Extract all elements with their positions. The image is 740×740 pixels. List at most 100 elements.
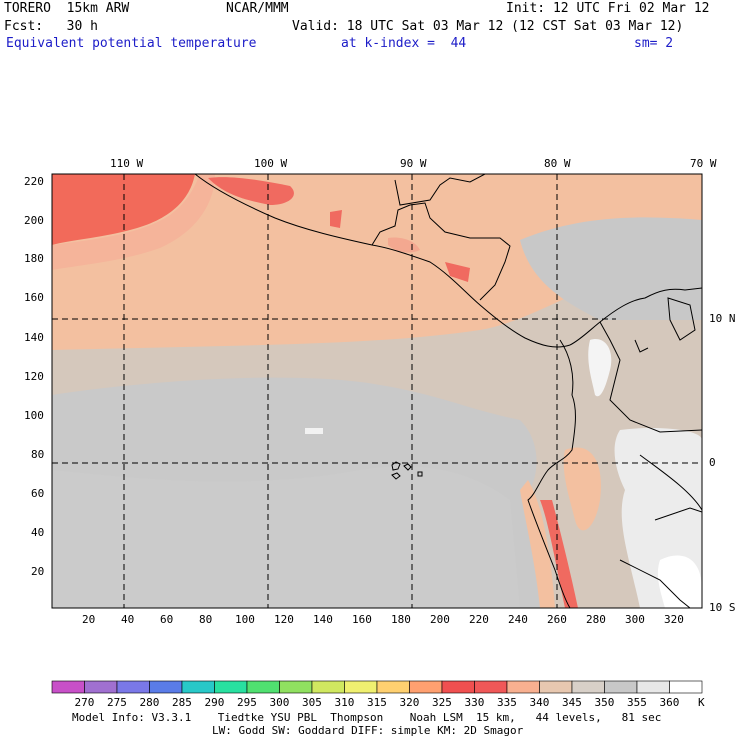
left-axis-label: 160 bbox=[24, 291, 44, 304]
colorbar-swatch bbox=[279, 680, 313, 694]
colorbar-label: 285 bbox=[172, 696, 192, 709]
hot-patch-ca bbox=[445, 262, 470, 282]
colorbar-swatch bbox=[669, 680, 703, 694]
warm-patch-ecuador bbox=[563, 447, 601, 531]
bottom-axis-label: 140 bbox=[313, 613, 333, 626]
top-axis-label: 90 W bbox=[400, 157, 427, 170]
colorbar-swatch bbox=[636, 680, 670, 694]
colorbar-label: 290 bbox=[204, 696, 225, 709]
smoothing-info: sm= 2 bbox=[634, 36, 674, 51]
left-axis-label: 60 bbox=[31, 487, 45, 500]
hot-coast-patch bbox=[208, 177, 294, 205]
caribbean-region bbox=[520, 217, 702, 320]
bottom-axis-label: 300 bbox=[625, 613, 645, 626]
colorbar-label: 335 bbox=[497, 696, 517, 709]
latlon-grid bbox=[52, 174, 702, 608]
warm-area-nw bbox=[52, 174, 215, 270]
colorbar-label: 270 bbox=[74, 696, 95, 709]
colorbar-swatch bbox=[246, 680, 280, 694]
left-axis-label: 40 bbox=[31, 526, 45, 539]
bottom-axis-label: 180 bbox=[391, 613, 411, 626]
colorbar-swatch bbox=[149, 680, 183, 694]
field-name: Equivalent potential temperature bbox=[6, 36, 257, 51]
map-frame bbox=[51, 173, 703, 609]
left-axis-label: 220 bbox=[24, 175, 44, 188]
colorbar-label: 300 bbox=[269, 696, 290, 709]
colorbar-swatch bbox=[409, 680, 443, 694]
white-area-se bbox=[657, 555, 702, 608]
coastlines bbox=[194, 174, 702, 608]
bottom-axis-label: 60 bbox=[160, 613, 174, 626]
bottom-axis-label: 80 bbox=[199, 613, 213, 626]
init-time: Init: 12 UTC Fri 02 Mar 12 bbox=[506, 1, 710, 16]
colorbar bbox=[51, 680, 703, 694]
left-axis-label: 100 bbox=[24, 409, 44, 422]
bottom-axis-label: 40 bbox=[121, 613, 135, 626]
bottom-axis-label: 200 bbox=[430, 613, 450, 626]
right-axis-label: 10 N bbox=[709, 312, 736, 325]
bottom-axis-label: 160 bbox=[352, 613, 372, 626]
hot-coast-peru bbox=[540, 500, 578, 608]
left-axis-label: 80 bbox=[31, 448, 45, 461]
colorbar-swatch bbox=[311, 680, 345, 694]
colorbar-swatch bbox=[604, 680, 638, 694]
colorbar-label: 305 bbox=[302, 696, 322, 709]
colorbar-label: 340 bbox=[529, 696, 550, 709]
forecast-hour: Fcst: 30 h bbox=[4, 19, 98, 34]
left-axis-label: 140 bbox=[24, 331, 44, 344]
cool-ocean-region-2 bbox=[52, 466, 520, 608]
physics-info: LW: Godd SW: Goddard DIFF: simple KM: 2D… bbox=[212, 724, 524, 737]
colorbar-label: 325 bbox=[432, 696, 452, 709]
light-patch-colombia bbox=[588, 339, 612, 397]
model-info: Model Info: V3.3.1 Tiedtke YSU PBL Thomp… bbox=[72, 711, 662, 724]
hot-patch-small bbox=[330, 210, 342, 228]
colorbar-label: 360 bbox=[659, 696, 680, 709]
top-axis-label: 70 W bbox=[690, 157, 717, 170]
right-axis-label: 0 bbox=[709, 456, 716, 469]
bottom-axis-label: 120 bbox=[274, 613, 294, 626]
colorbar-swatch bbox=[506, 680, 540, 694]
colorbar-label: 295 bbox=[237, 696, 257, 709]
colorbar-label: 345 bbox=[562, 696, 582, 709]
bottom-axis-label: 260 bbox=[547, 613, 567, 626]
bottom-axis-label: 240 bbox=[508, 613, 528, 626]
colorbar-swatch bbox=[51, 680, 85, 694]
colorbar-label: 330 bbox=[464, 696, 485, 709]
colorbar-label: 320 bbox=[399, 696, 420, 709]
left-axis-label: 120 bbox=[24, 370, 44, 383]
colorbar-label: 355 bbox=[627, 696, 647, 709]
level-info: at k-index = 44 bbox=[341, 36, 467, 51]
colorbar-label: 315 bbox=[367, 696, 387, 709]
colorbar-swatch bbox=[539, 680, 573, 694]
bottom-axis-label: 220 bbox=[469, 613, 489, 626]
warm-coast-peru bbox=[520, 480, 555, 608]
colorbar-swatch bbox=[116, 680, 150, 694]
right-axis-label: 10 S bbox=[709, 601, 736, 614]
colorbar-swatch bbox=[84, 680, 118, 694]
warm-band bbox=[52, 174, 702, 350]
left-axis-label: 20 bbox=[31, 565, 45, 578]
colorbar-label: 310 bbox=[334, 696, 355, 709]
left-axis-label: 200 bbox=[24, 214, 44, 227]
colorbar-swatch bbox=[344, 680, 378, 694]
colorbar-swatch bbox=[474, 680, 508, 694]
colorbar-swatch bbox=[441, 680, 475, 694]
bottom-axis-label: 20 bbox=[82, 613, 96, 626]
top-axis-label: 110 W bbox=[110, 157, 144, 170]
model-name: TORERO 15km ARW bbox=[4, 1, 130, 16]
colorbar-unit: K bbox=[698, 696, 705, 709]
bottom-axis-label: 320 bbox=[664, 613, 684, 626]
top-axis-label: 100 W bbox=[254, 157, 288, 170]
organization: NCAR/MMM bbox=[226, 1, 289, 16]
light-speck bbox=[305, 428, 323, 434]
valid-time: Valid: 18 UTC Sat 03 Mar 12 (12 CST Sat … bbox=[292, 19, 684, 34]
colorbar-swatch bbox=[214, 680, 248, 694]
top-axis-label: 80 W bbox=[544, 157, 571, 170]
bottom-axis-label: 100 bbox=[235, 613, 255, 626]
colorbar-label: 275 bbox=[107, 696, 127, 709]
colorbar-swatch bbox=[571, 680, 605, 694]
left-axis-label: 180 bbox=[24, 252, 44, 265]
bottom-axis-label: 280 bbox=[586, 613, 606, 626]
colorbar-label: 350 bbox=[594, 696, 615, 709]
